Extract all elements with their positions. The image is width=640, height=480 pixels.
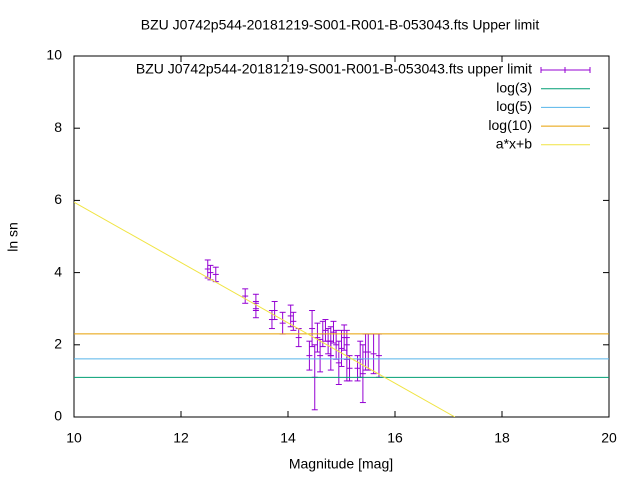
legend-label: a*x+b [496, 136, 532, 152]
error-bar [335, 340, 342, 386]
x-tick-label: 18 [494, 430, 510, 446]
error-bar [279, 311, 286, 335]
error-bar [359, 344, 366, 404]
y-tick-label: 8 [54, 119, 62, 135]
y-tick-label: 0 [54, 408, 62, 424]
error-bar [306, 340, 313, 371]
legend-label: log(3) [496, 79, 532, 95]
y-tick-label: 4 [54, 263, 62, 279]
y-tick-label: 10 [46, 47, 62, 63]
error-bar [242, 288, 249, 304]
error-bar [271, 300, 278, 321]
x-tick-label: 10 [66, 430, 82, 446]
error-bar [287, 304, 294, 328]
error-bar [338, 329, 345, 367]
y-axis-label: ln sn [5, 222, 21, 252]
error-bar [330, 320, 337, 344]
error-bar [207, 264, 214, 281]
x-tick-label: 14 [280, 430, 296, 446]
x-tick-label: 20 [601, 430, 617, 446]
error-bar [346, 355, 353, 382]
error-bar [204, 259, 211, 279]
legend-label: log(10) [488, 117, 532, 133]
legend-label: log(5) [496, 98, 532, 114]
error-bar [375, 333, 382, 378]
error-bar [314, 322, 321, 353]
plot-area [74, 201, 609, 417]
y-tick-label: 2 [54, 336, 62, 352]
y-tick-label: 6 [54, 191, 62, 207]
error-bar [354, 355, 361, 382]
error-bar [365, 333, 372, 371]
error-bar [317, 338, 324, 373]
chart-title: BZU J0742p544-20181219-S001-R001-B-05304… [141, 17, 540, 33]
legend-label: BZU J0742p544-20181219-S001-R001-B-05304… [136, 61, 532, 77]
series-line [74, 201, 456, 417]
error-bar [212, 266, 219, 283]
error-bar [295, 328, 302, 348]
error-bar [290, 311, 297, 331]
plot-frame [73, 55, 610, 418]
error-bar [322, 319, 329, 342]
error-bar [333, 329, 340, 360]
x-axis-label: Magnitude [mag] [289, 456, 393, 472]
error-bar [370, 333, 377, 375]
x-tick-label: 12 [173, 430, 189, 446]
x-tick-label: 16 [387, 430, 403, 446]
error-bar [327, 326, 334, 357]
error-bar [309, 310, 316, 348]
